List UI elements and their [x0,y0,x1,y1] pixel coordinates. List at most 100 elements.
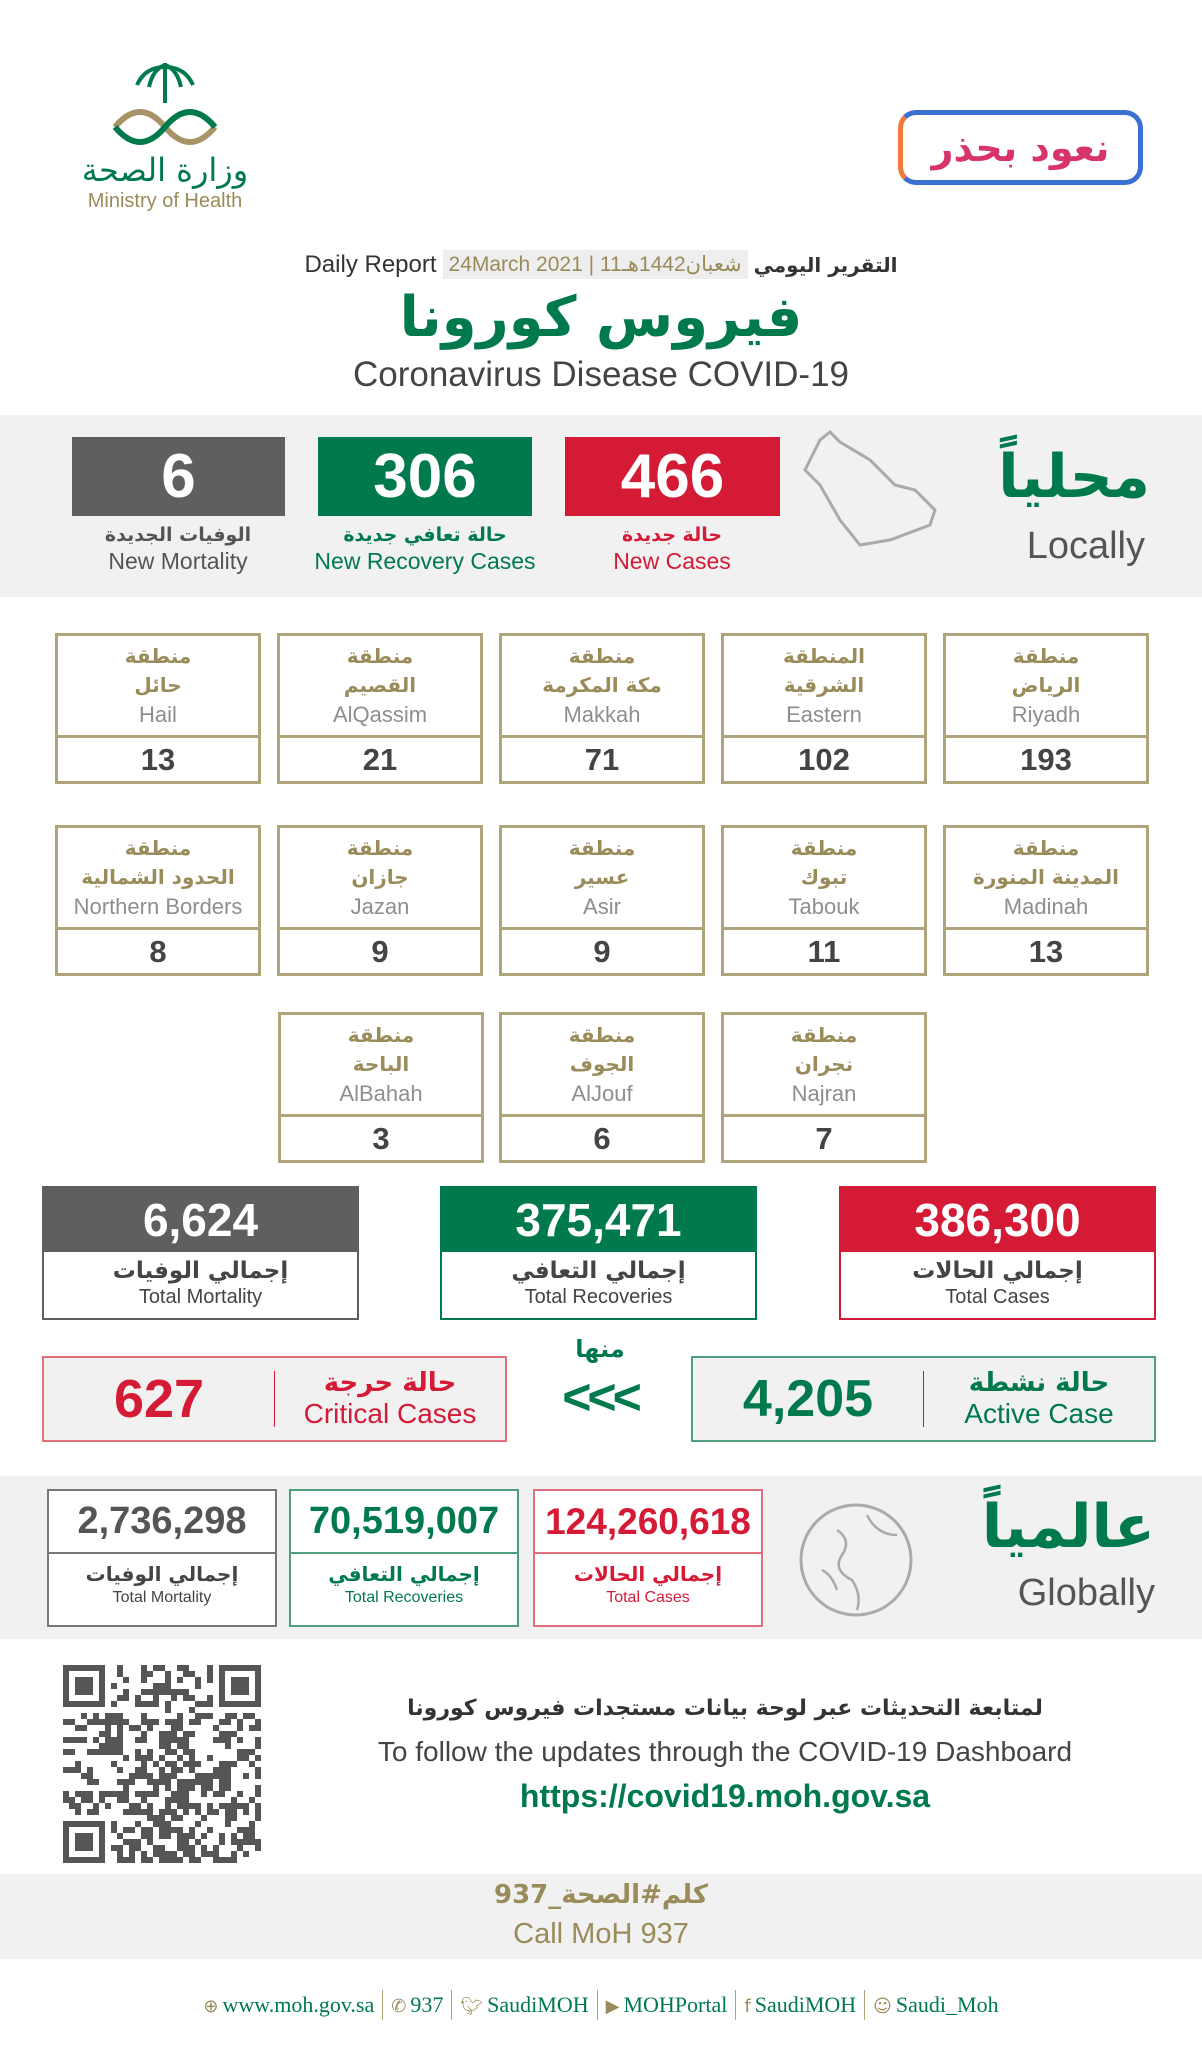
report-label-en: Daily Report [304,250,437,278]
region-card-madinah: منطقة المدينة المنورة Madinah 13 [943,825,1149,976]
globally-title-en: Globally [1017,1572,1155,1614]
locally-title-ar: محلياً [998,442,1150,512]
region-prefix: منطقة [124,644,192,668]
youtube-icon: ▶ [605,1996,620,2017]
new-mortality-label: الوفيات الجديدة New Mortality [104,524,252,574]
region-name-en: AlQassim [332,702,428,727]
region-value: 21 [362,742,398,777]
region-name-en: Makkah [563,702,641,727]
region-value: 13 [1028,934,1064,969]
footer-links: ⊕ www.moh.gov.sa ✆ 937 🐦︎ SaudiMOH ▶ MOHPortal f… [0,1990,1202,2020]
footer-link[interactable]: ⊕ www.moh.gov.sa [203,1992,375,2017]
footer-link[interactable]: ☺ Saudi_Moh [873,1992,999,2017]
region-prefix: منطقة [568,836,636,860]
region-name-en: Northern Borders [73,894,243,919]
region-card-najran: منطقة نجران Najran 7 [721,1012,927,1163]
region-card-eastern: المنطقة الشرقية Eastern 102 [721,633,927,784]
active-case-card: 4,205 حالة نشطة Active Case [691,1356,1156,1442]
globe-icon [799,1503,913,1617]
of-which-label: منها [575,1335,625,1363]
divider [864,1990,866,2020]
region-name-ar: تبوك [800,865,848,889]
region-value: 9 [371,934,389,969]
footer-link[interactable]: f SaudiMOH [744,1992,857,2017]
divider [596,1990,598,2020]
region-prefix: منطقة [347,1023,415,1047]
region-name-ar: نجران [794,1052,854,1076]
region-card-alqassim: منطقة القصيم AlQassim 21 [277,633,483,784]
moh-name-ar: وزارة الصحة [81,151,249,189]
report-line: Daily Report 24March 2021 | 11شعبان1442ه… [0,250,1202,279]
snapchat-icon: ☺ [873,1996,892,2017]
region-name-ar: حائل [134,673,182,697]
qr-code[interactable] [63,1665,261,1863]
region-card-albahah: منطقة الباحة AlBahah 3 [278,1012,484,1163]
footer-link[interactable]: ✆ 937 [391,1992,444,2017]
region-card-riyadh: منطقة الرياض Riyadh 193 [943,633,1149,784]
region-prefix: المنطقة [783,644,865,668]
region-card-jazan: منطقة جازان Jazan 9 [277,825,483,976]
region-value: 11 [807,934,841,969]
page-title-ar: فيروس كورونا [399,285,803,350]
global-mortality-card: 2,736,298 إجمالي الوفيات Total Mortality [47,1489,277,1627]
region-card-northern-borders: منطقة الحدود الشمالية Northern Borders 8 [55,825,261,976]
footer-link[interactable]: ▶ MOHPortal [605,1992,728,2017]
region-value: 71 [584,742,620,777]
region-name-en: Tabouk [788,894,860,919]
region-card-makkah: منطقة مكة المكرمة Makkah 71 [499,633,705,784]
region-prefix: منطقة [1012,836,1080,860]
dashboard-text-en: To follow the updates through the COVID-… [377,1736,1073,1767]
region-name-en: AlBahah [339,1081,423,1106]
region-name-en: Asir [583,894,621,919]
phone-icon: ✆ [391,1996,407,2017]
dashboard-link[interactable]: https://covid19.moh.gov.sa [519,1778,931,1814]
call-hashtag: كلم#الصحة_937 [494,1880,708,1910]
region-value: 193 [1020,742,1072,777]
global-recoveries-card: 70,519,007 إجمالي التعافي Total Recoveries [289,1489,519,1627]
globe-icon: ⊕ [203,1996,219,2017]
region-name-en: Hail [139,702,177,727]
region-name-ar: جازان [351,865,409,889]
divider [451,1990,453,2020]
region-name-ar: القصيم [343,673,417,697]
region-prefix: منطقة [568,644,636,668]
region-name-en: Eastern [786,702,862,727]
facebook-icon: f [744,1996,751,2017]
twitter-icon: 🐦︎ [460,1996,484,2017]
region-name-ar: الرياض [1011,673,1081,697]
region-card-asir: منطقة عسير Asir 9 [499,825,705,976]
region-value: 9 [593,934,611,969]
region-card-tabouk: منطقة تبوك Tabouk 11 [721,825,927,976]
total-cases-card: 386,300 إجمالي الحالات Total Cases [839,1186,1156,1320]
region-prefix: منطقة [346,644,414,668]
region-prefix: منطقة [1012,644,1080,668]
region-prefix: منطقة [568,1023,636,1047]
region-prefix: منطقة [346,836,414,860]
region-name-ar: الباحة [352,1052,410,1076]
region-value: 13 [140,742,176,777]
region-name-ar: مكة المكرمة [542,673,662,697]
report-date: 24March 2021 | 11شعبان1442هـ [442,250,748,279]
new-recovery-value: 306 [318,437,532,516]
region-value: 7 [815,1121,833,1156]
locally-title-en: Locally [1026,525,1145,567]
region-name-en: Riyadh [1011,702,1081,727]
region-name-en: Madinah [1003,894,1089,919]
divider [382,1990,384,2020]
saudi-map-icon [803,430,937,547]
new-cases-label: حالة جديدة New Cases [613,524,731,574]
region-prefix: منطقة [790,1023,858,1047]
region-prefix: منطقة [124,836,192,860]
moh-logo: وزارة الصحة Ministry of Health [70,55,260,220]
page-title-en: Coronavirus Disease COVID-19 [352,355,849,394]
region-name-en: Najran [791,1081,857,1106]
region-value: 3 [372,1121,390,1156]
region-name-ar: الشرقية [783,673,865,697]
new-recovery-label: حالة تعافي جديدة New Recovery Cases [314,524,536,574]
globally-title-ar: عالمياً [981,1492,1155,1562]
footer-link[interactable]: 🐦︎ SaudiMOH [460,1992,589,2017]
region-name-ar: الجوف [569,1052,635,1076]
arrows-icon: <<< [562,1369,642,1425]
region-name-en: AlJouf [571,1081,633,1106]
call-text: Call MoH 937 [513,1918,689,1950]
